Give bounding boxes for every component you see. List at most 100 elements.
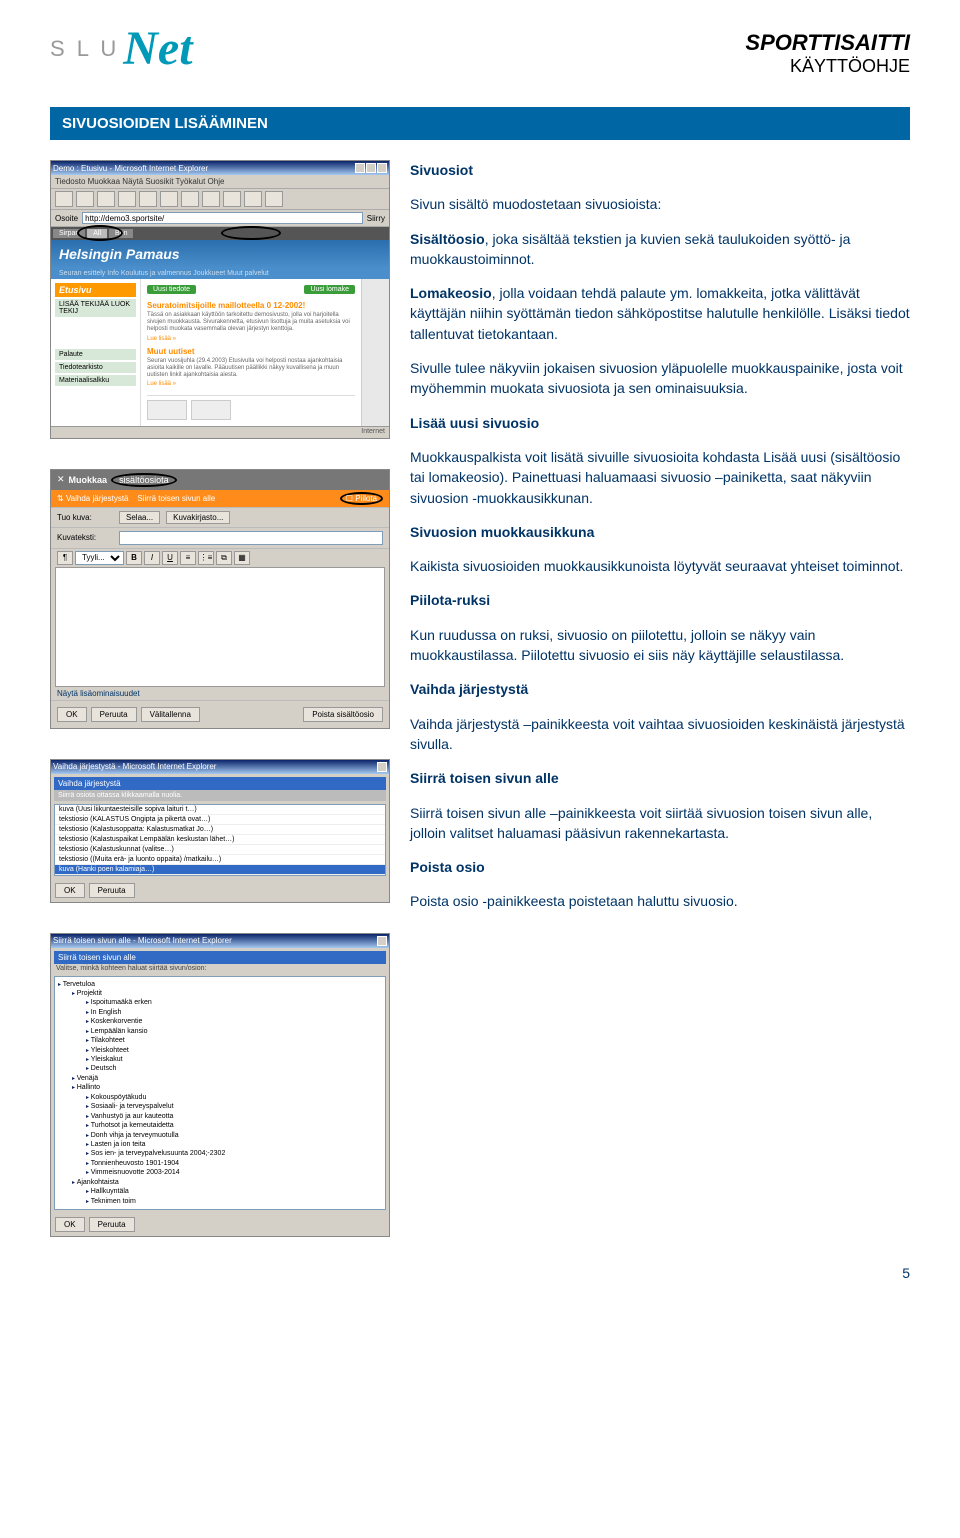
body-paragraph: Muokkauspalkista voit lisätä sivuille si…	[410, 447, 910, 508]
style-select[interactable]: Tyyli...	[75, 551, 124, 565]
sidebar-item[interactable]: Materiaalisalkku	[55, 375, 136, 386]
minimize-icon[interactable]	[355, 163, 365, 173]
tree-node[interactable]: Turhotsot ja kerneutaidetta	[58, 1121, 382, 1130]
tree-node[interactable]: Lasten ja ion teita	[58, 1140, 382, 1149]
close-icon[interactable]	[377, 936, 387, 946]
cancel-button[interactable]: Peruuta	[91, 707, 137, 722]
tree-node[interactable]: Projektit	[58, 989, 382, 998]
forward-icon[interactable]	[76, 191, 94, 207]
tree-node[interactable]: Yleiskohteet	[58, 1046, 382, 1055]
tree-node[interactable]: Vanhustyö ja aur kauteotta	[58, 1112, 382, 1121]
list-item[interactable]: tekstiosio (Kalastuskunnat (valitse…)	[55, 845, 385, 855]
search-icon[interactable]	[160, 191, 178, 207]
tree-node[interactable]: Hallkuyntäla	[58, 1187, 382, 1196]
save-button[interactable]: Välitallenna	[141, 707, 200, 722]
tree-node[interactable]: Lempäälän kansio	[58, 1027, 382, 1036]
close-icon[interactable]	[377, 762, 387, 772]
ok-button[interactable]: OK	[55, 883, 85, 898]
partner-logo	[191, 400, 231, 420]
tree-node[interactable]: Hallinto	[58, 1083, 382, 1092]
stop-icon[interactable]	[97, 191, 115, 207]
cancel-button[interactable]: Peruuta	[89, 1217, 135, 1232]
table-icon[interactable]: ▦	[234, 551, 250, 565]
favorites-icon[interactable]	[181, 191, 199, 207]
move-under-button[interactable]: Siirrä toisen sivun alle	[137, 494, 215, 503]
caption-input[interactable]	[119, 531, 383, 545]
read-more-link[interactable]: Lue lisää »	[147, 336, 355, 343]
tree-node[interactable]: Deutsch	[58, 1064, 382, 1073]
reorder-list[interactable]: kuva (Uusi liikuntaesteisille sopiva lai…	[54, 804, 386, 876]
highlight-circle: ☐ Piilota	[340, 492, 383, 505]
tree-node[interactable]: Yleiskakut	[58, 1055, 382, 1064]
ok-button[interactable]: OK	[57, 707, 87, 722]
list-item[interactable]: kuva (Hanki poen kalamiaja…)	[55, 865, 385, 875]
image-library-button[interactable]: Kuvakirjasto...	[166, 511, 230, 524]
body-paragraph: Poista osio -painikkeesta poistetaan hal…	[410, 891, 910, 911]
maximize-icon[interactable]	[366, 163, 376, 173]
close-icon[interactable]: ✕	[57, 474, 65, 485]
back-icon[interactable]	[55, 191, 73, 207]
tree-node[interactable]: In English	[58, 1008, 382, 1017]
caption-row: Kuvateksti:	[51, 527, 389, 548]
menu-bar[interactable]: Tiedosto Muokkaa Näytä Suosikit Työkalut…	[51, 175, 389, 189]
tree-node[interactable]: Sosiaali- ja terveyspalvelut	[58, 1102, 382, 1111]
browser-statusbar: Internet	[51, 426, 389, 438]
tree-node[interactable]: Tervetuloa	[58, 980, 382, 989]
new-form-button[interactable]: Uusi lomake	[304, 285, 355, 294]
tree-node[interactable]: Tonnienheuvosto 1901-1904	[58, 1159, 382, 1168]
reorder-icon[interactable]: ⇅	[57, 494, 64, 503]
show-more-options-link[interactable]: Näytä lisäominaisuudet	[51, 687, 389, 700]
tree-node[interactable]: Vimmeisnuovotte 2003-2014	[58, 1168, 382, 1177]
sidebar-item[interactable]: LISÄÄ TEKIJÄÄ LUOK TEKIJ	[55, 299, 136, 317]
page-tree[interactable]: TervetuloaProjektitIspoitumaäkä erkenIn …	[54, 976, 386, 1211]
delete-section-button[interactable]: Poista sisältöosio	[303, 707, 383, 722]
sidebar-item[interactable]: Tiedotearkisto	[55, 362, 136, 373]
tree-node[interactable]: Ajankohtaista	[58, 1178, 382, 1187]
editor-actions-bar: ⇅ Vaihda järjestystä Siirrä toisen sivun…	[51, 490, 389, 507]
tree-node[interactable]: Teknimen toim	[58, 1197, 382, 1206]
italic-icon[interactable]: I	[144, 551, 160, 565]
list-icon[interactable]: ≡	[180, 551, 196, 565]
body-paragraph: Sivun sisältö muodostetaan sivuosioista:	[410, 194, 910, 214]
refresh-icon[interactable]	[118, 191, 136, 207]
editor-header: ✕ Muokkaa sisältöosiota	[51, 470, 389, 490]
bold-icon[interactable]: B	[126, 551, 142, 565]
address-input[interactable]	[82, 212, 363, 224]
dialog-bar: Siirrä toisen sivun alle	[54, 951, 386, 964]
tree-node[interactable]: Ispoitumaäkä erken	[58, 998, 382, 1007]
home-icon[interactable]	[139, 191, 157, 207]
reorder-button[interactable]: Vaihda järjestystä	[66, 494, 129, 503]
media-icon[interactable]	[202, 191, 220, 207]
browse-button[interactable]: Selaa...	[119, 511, 160, 524]
window-title: Siirrä toisen sivun alle - Microsoft Int…	[53, 936, 232, 945]
site-nav[interactable]: Seuran esittely Info Koulutus ja valmenn…	[51, 268, 389, 279]
paragraph-icon[interactable]: ¶	[57, 551, 73, 565]
underline-icon[interactable]: U	[162, 551, 178, 565]
list-item[interactable]: tekstiosio ((Muita erä- ja luonto oppait…	[55, 855, 385, 865]
tree-node[interactable]: Venäjä	[58, 1074, 382, 1083]
tree-node[interactable]: Donh vihja ja terveymuotulla	[58, 1131, 382, 1140]
mail-icon[interactable]	[244, 191, 262, 207]
tree-node[interactable]: Kokouspöytäkudu	[58, 1093, 382, 1102]
sidebar-item[interactable]: Palaute	[55, 349, 136, 360]
close-icon[interactable]	[377, 163, 387, 173]
editor-canvas[interactable]	[55, 567, 385, 687]
content-text: Seuran vuosijuhla (29.4.2003) Etusivulla…	[147, 358, 355, 380]
list-item[interactable]: tekstiosio (Kalastuspaikat Lempäälän kes…	[55, 835, 385, 845]
cancel-button[interactable]: Peruuta	[89, 883, 135, 898]
history-icon[interactable]	[223, 191, 241, 207]
link-icon[interactable]: ⧉	[216, 551, 232, 565]
hide-checkbox-label[interactable]: Piilota	[355, 494, 377, 503]
list-item[interactable]: tekstiosio (KALASTUS Ongipta ja pikertä …	[55, 815, 385, 825]
tree-node[interactable]: Sos ien- ja terveypalvelusuunta 2004;-23…	[58, 1149, 382, 1158]
print-icon[interactable]	[265, 191, 283, 207]
ok-button[interactable]: OK	[55, 1217, 85, 1232]
numbered-list-icon[interactable]: ⋮≡	[198, 551, 214, 565]
new-notice-button[interactable]: Uusi tiedote	[147, 285, 196, 294]
tree-node[interactable]: Koskenkorventie	[58, 1017, 382, 1026]
read-more-link[interactable]: Lue lisää »	[147, 381, 355, 388]
list-item[interactable]: kuva (Uusi liikuntaesteisille sopiva lai…	[55, 805, 385, 815]
go-button[interactable]: Siirry	[367, 214, 385, 223]
tree-node[interactable]: Tilakohteet	[58, 1036, 382, 1045]
list-item[interactable]: tekstiosio (Kalastusoppatta: Kalastusmat…	[55, 825, 385, 835]
